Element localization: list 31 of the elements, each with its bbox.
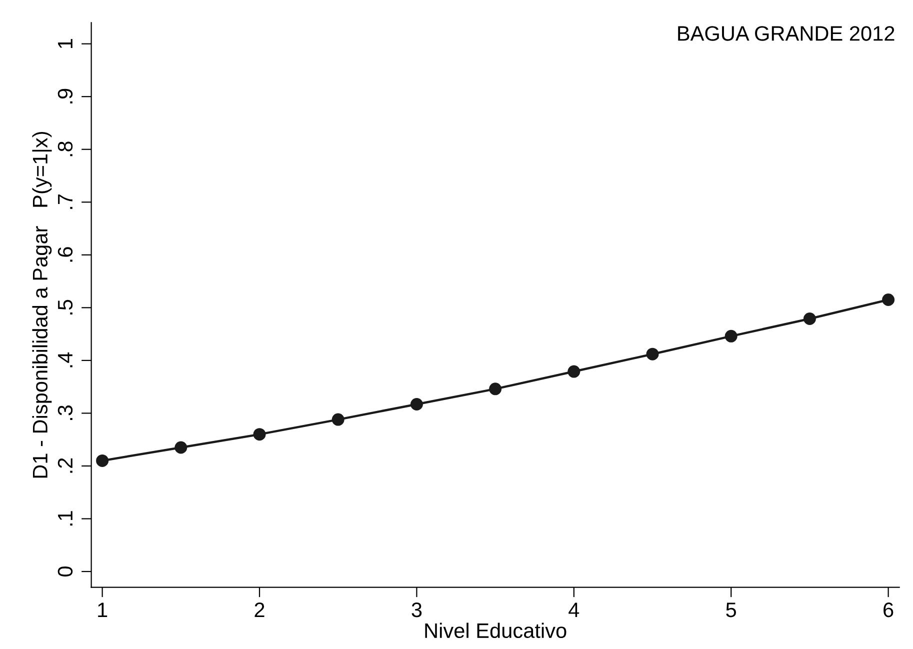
x-axis-title: Nivel Educativo (425, 622, 566, 638)
point (96, 454, 109, 467)
y-axis-title: D1 - Disponibilidad a Pagar P(y=1|x) (32, 132, 52, 478)
x-tick-label: 1 (98, 602, 108, 618)
y-tick-label: .4 (58, 352, 72, 368)
point (489, 382, 502, 396)
y-tick-label: .9 (58, 88, 73, 104)
point (803, 312, 816, 325)
x-tick-label: 5 (726, 602, 736, 618)
point (568, 365, 580, 378)
point (646, 348, 659, 360)
y-tick-label: .2 (58, 458, 72, 473)
annotation: BAGUA GRANDE 2012 (678, 26, 894, 41)
point (410, 398, 423, 410)
point (174, 441, 188, 454)
point (332, 413, 344, 426)
y-tick-label: .3 (58, 405, 73, 420)
y-tick-label: .7 (58, 194, 72, 209)
x-tick-label: 2 (254, 602, 264, 618)
x-tick-label: 3 (412, 602, 422, 618)
x-tick-label: 6 (884, 602, 894, 618)
y-tick-label: .6 (58, 247, 73, 262)
y-tick-label: 0 (58, 566, 73, 576)
y-tick-label: .5 (58, 300, 73, 314)
y-tick-label: 1 (58, 39, 72, 48)
y-tick-label: .1 (58, 511, 72, 526)
point (882, 294, 895, 306)
point (253, 428, 266, 441)
point (724, 330, 738, 342)
x-tick-label: 4 (568, 602, 580, 618)
y-tick-label: .8 (58, 142, 73, 156)
